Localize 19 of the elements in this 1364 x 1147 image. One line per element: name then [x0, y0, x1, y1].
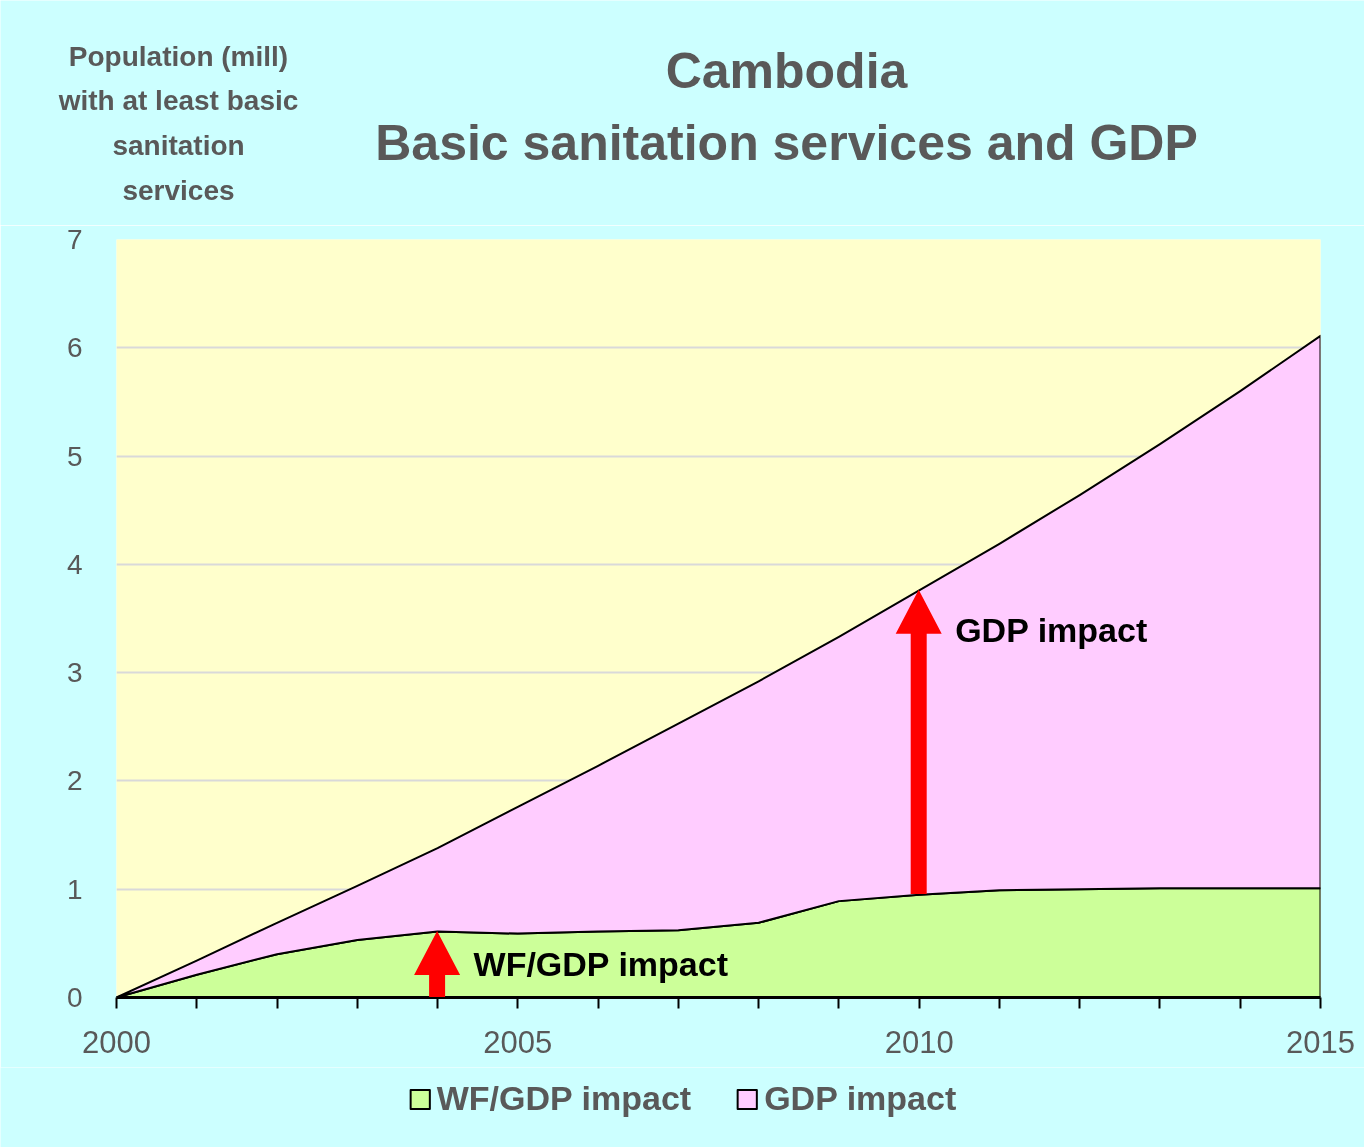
x-tick-label: 2000	[82, 1024, 151, 1060]
annotation: GDP impact	[955, 611, 1148, 650]
y-tick-label: 5	[66, 440, 83, 472]
y-tick-label: 3	[66, 657, 83, 689]
y-tick-label: 4	[66, 548, 83, 580]
x-tick-label: 2015	[1286, 1024, 1355, 1060]
legend-label: WF/GDP impact	[436, 1079, 692, 1118]
annotation: WF/GDP impact	[473, 945, 728, 984]
y-tick-label: 7	[66, 224, 83, 255]
chart-title: Cambodia	[665, 42, 909, 99]
y-axis-title: Population (mill) with at least basic sanitation services	[57, 40, 299, 207]
y-tick-label: 0	[66, 982, 83, 1013]
x-tick-label: 2010	[884, 1024, 954, 1060]
y-tick-label: 2	[66, 765, 83, 797]
x-tick-label: 2005	[483, 1024, 553, 1060]
y-tick-label: 1	[66, 873, 83, 905]
chart-subtitle: Basic sanitation services and GDP	[375, 114, 1198, 171]
y-tick-label: 6	[66, 332, 83, 364]
legend-label: GDP impact	[764, 1079, 957, 1118]
